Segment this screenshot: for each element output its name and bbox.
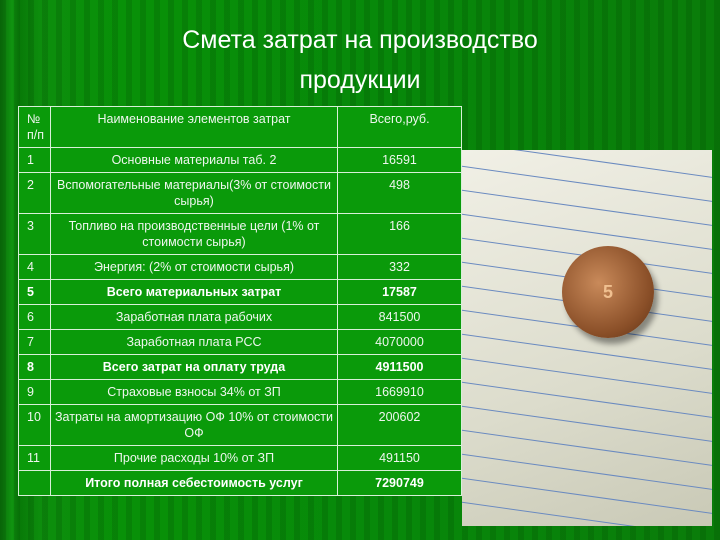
paper-line	[462, 403, 712, 446]
table-row: 8 Всего затрат на оплату труда 4911500	[18, 354, 462, 380]
paper-line	[462, 163, 712, 206]
row-name: Энергия: (2% от стоимости сырья)	[50, 254, 338, 280]
row-value: 16591	[337, 147, 462, 173]
paper-line	[462, 150, 712, 182]
header-total: Всего,руб.	[337, 106, 462, 148]
row-number: 1	[18, 147, 51, 173]
row-value: 200602	[337, 404, 462, 446]
table-row: 6 Заработная плата рабочих 841500	[18, 304, 462, 330]
table-row: 3 Топливо на производственные цели (1% от…	[18, 213, 462, 255]
header-name: Наименование элементов затрат	[50, 106, 338, 148]
row-number: 8	[18, 354, 51, 380]
row-name: Заработная плата РСС	[50, 329, 338, 355]
row-value: 166	[337, 213, 462, 255]
row-name: Затраты на амортизацию ОФ 10% от стоимос…	[50, 404, 338, 446]
row-number: 10	[18, 404, 51, 446]
paper-line	[462, 379, 712, 422]
row-value: 1669910	[337, 379, 462, 405]
paper-line	[462, 499, 712, 526]
table-row: 5 Всего материальных затрат 17587	[18, 279, 462, 305]
row-name: Итого полная себестоимость услуг	[50, 470, 338, 496]
row-name: Вспомогательные материалы(3% от стоимост…	[50, 172, 338, 214]
paper-line	[462, 187, 712, 230]
document-coin-photo: 5	[462, 150, 712, 526]
table-row: Итого полная себестоимость услуг 7290749	[18, 470, 462, 496]
row-name: Всего затрат на оплату труда	[50, 354, 338, 380]
table-row: 10 Затраты на амортизацию ОФ 10% от стоим…	[18, 404, 462, 446]
paper-line	[462, 451, 712, 494]
cost-table: № п/п Наименование элементов затрат Всег…	[18, 106, 462, 496]
row-name: Прочие расходы 10% от ЗП	[50, 445, 338, 471]
table-row: 9 Страховые взносы 34% от ЗП 1669910	[18, 379, 462, 405]
header-number: № п/п	[18, 106, 51, 148]
row-number	[18, 470, 51, 496]
table-row: 2 Вспомогательные материалы(3% от стоимос…	[18, 172, 462, 214]
row-value: 332	[337, 254, 462, 280]
row-number: 9	[18, 379, 51, 405]
coin-image: 5	[562, 246, 654, 338]
row-value: 498	[337, 172, 462, 214]
table-header: № п/п Наименование элементов затрат Всег…	[18, 106, 462, 148]
row-value: 4911500	[337, 354, 462, 380]
row-number: 4	[18, 254, 51, 280]
row-number: 3	[18, 213, 51, 255]
table-row: 1 Основные материалы таб. 2 16591	[18, 147, 462, 173]
row-name: Всего материальных затрат	[50, 279, 338, 305]
table-row: 4 Энергия: (2% от стоимости сырья) 332	[18, 254, 462, 280]
row-number: 11	[18, 445, 51, 471]
row-name: Основные материалы таб. 2	[50, 147, 338, 173]
row-value: 7290749	[337, 470, 462, 496]
row-value: 4070000	[337, 329, 462, 355]
row-value: 491150	[337, 445, 462, 471]
table-row: 7 Заработная плата РСС 4070000	[18, 329, 462, 355]
row-number: 2	[18, 172, 51, 214]
row-number: 5	[18, 279, 51, 305]
paper-line	[462, 211, 712, 254]
row-number: 7	[18, 329, 51, 355]
paper-line	[462, 331, 712, 374]
page-title: Смета затрат на производство продукции	[182, 26, 538, 94]
row-number: 6	[18, 304, 51, 330]
paper-line	[462, 427, 712, 470]
paper-line	[462, 475, 712, 518]
table-row: 11 Прочие расходы 10% от ЗП 491150	[18, 445, 462, 471]
paper-line	[462, 355, 712, 398]
row-name: Страховые взносы 34% от ЗП	[50, 379, 338, 405]
row-value: 841500	[337, 304, 462, 330]
row-name: Топливо на производственные цели (1% от …	[50, 213, 338, 255]
row-name: Заработная плата рабочих	[50, 304, 338, 330]
row-value: 17587	[337, 279, 462, 305]
